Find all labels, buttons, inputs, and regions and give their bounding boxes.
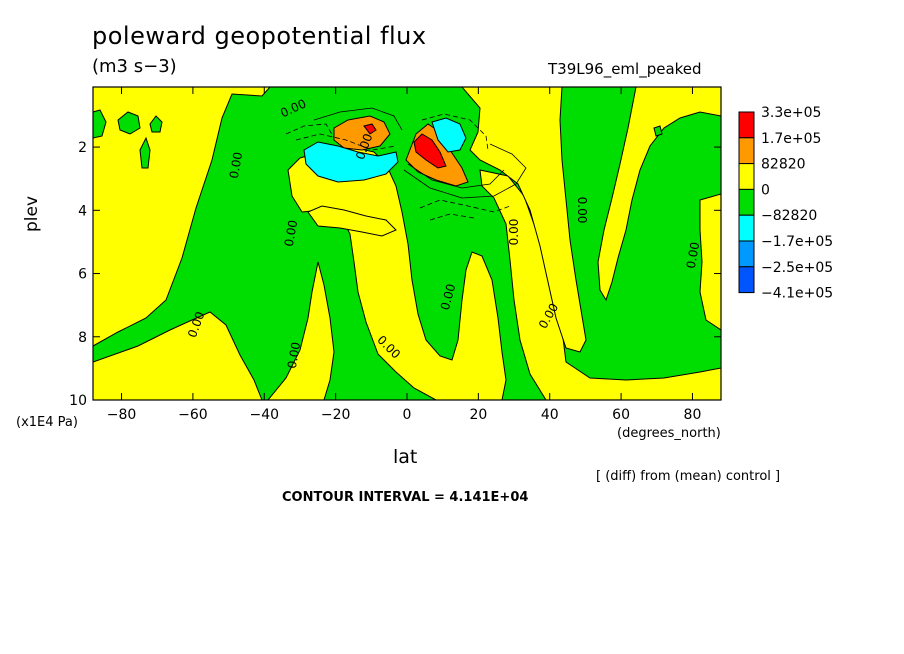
- y-tick-label: 10: [69, 393, 87, 409]
- contour-label: 0.00: [282, 219, 300, 248]
- x-tick-label: 40: [541, 407, 559, 423]
- contour-line-negative: [419, 199, 511, 213]
- island-negative: [653, 125, 663, 137]
- region-positive: [267, 261, 335, 400]
- island-negative: [117, 111, 141, 135]
- x-axis-units: (degrees_north): [617, 426, 721, 441]
- region-positive-red: [363, 123, 377, 135]
- colorbar-label: 82820: [761, 157, 806, 173]
- y-axis: 2 4 6 8 10: [69, 140, 721, 409]
- diff-note: [ (diff) from (mean) control ]: [596, 469, 781, 484]
- colorbar-label: −4.1e+05: [761, 286, 833, 302]
- island-negative: [93, 109, 107, 139]
- contour-label: 0.00: [285, 341, 303, 370]
- region-positive: [93, 311, 263, 400]
- colorbar-swatch: [738, 163, 755, 190]
- colorbar-label: −1.7e+05: [761, 234, 833, 250]
- colorbar-swatch: [738, 111, 755, 139]
- x-tick-label: 20: [469, 407, 487, 423]
- colorbar-swatch: [738, 137, 755, 165]
- region-positive: [461, 87, 587, 353]
- contour-label: 0.00: [575, 197, 589, 224]
- x-tick-label: −40: [249, 407, 279, 423]
- region-negative-cyan: [303, 141, 399, 183]
- y-tick-label: 8: [78, 330, 87, 346]
- plot-field: [93, 87, 721, 400]
- y-tick-label: 2: [78, 140, 87, 156]
- contour-interval: CONTOUR INTERVAL = 4.141E+04: [282, 490, 529, 505]
- units-label: (m3 s−3): [92, 56, 177, 77]
- x-tick-label: 0: [403, 407, 412, 423]
- colorbar-label: 3.3e+05: [761, 105, 821, 121]
- region-negative-cyan: [431, 117, 467, 153]
- x-tick-label: 60: [612, 407, 630, 423]
- island-negative: [139, 136, 151, 169]
- colorbar-swatch: [738, 266, 755, 294]
- colorbar-label: 1.7e+05: [761, 131, 821, 147]
- colorbar-swatch: [738, 240, 755, 268]
- colorbar-swatch: [738, 214, 755, 242]
- x-axis-label: lat: [393, 446, 418, 468]
- colorbar-label: −2.5e+05: [761, 260, 833, 276]
- x-tick-label: −20: [321, 407, 351, 423]
- run-label: T39L96_eml_peaked: [548, 60, 702, 78]
- contour-line-positive: [313, 107, 403, 131]
- x-tick-label: −80: [107, 407, 137, 423]
- contour-line-positive: [403, 143, 527, 199]
- contour-label: 0.00: [684, 241, 702, 270]
- contour-label: 0.00: [438, 282, 458, 311]
- contour-line-negative: [295, 133, 397, 151]
- x-tick-label: 80: [684, 407, 702, 423]
- chart-title: poleward geopotential flux: [92, 22, 427, 50]
- colorbar-label: −82820: [761, 208, 817, 224]
- y-axis-units: (x1E4 Pa): [16, 415, 78, 430]
- region-positive: [307, 205, 397, 237]
- colorbar-label: 0: [761, 182, 770, 198]
- contour-line-negative: [285, 123, 335, 139]
- region-positive: [699, 193, 721, 331]
- contour-line-positive: [407, 163, 505, 189]
- island-negative: [149, 115, 163, 133]
- y-tick-label: 6: [78, 267, 87, 283]
- x-axis: −80 −60 −40 −20 0 20 40 60 80: [107, 87, 702, 423]
- y-tick-label: 4: [78, 203, 87, 219]
- region-positive: [93, 87, 271, 347]
- contour-line-negative: [421, 113, 489, 151]
- contour-label: 0.00: [507, 219, 521, 246]
- region-positive-red: [413, 133, 447, 169]
- colorbar-swatch: [738, 188, 755, 216]
- x-tick-label: −60: [178, 407, 208, 423]
- colorbar: 3.3e+05 1.7e+05 82820 0 −82820 −1.7e+05 −2.5e+…: [738, 105, 833, 302]
- contour-line-negative: [429, 213, 475, 221]
- region-positive: [597, 87, 721, 302]
- contour-label: 0.00: [227, 151, 245, 180]
- region-positive-orange: [333, 115, 391, 151]
